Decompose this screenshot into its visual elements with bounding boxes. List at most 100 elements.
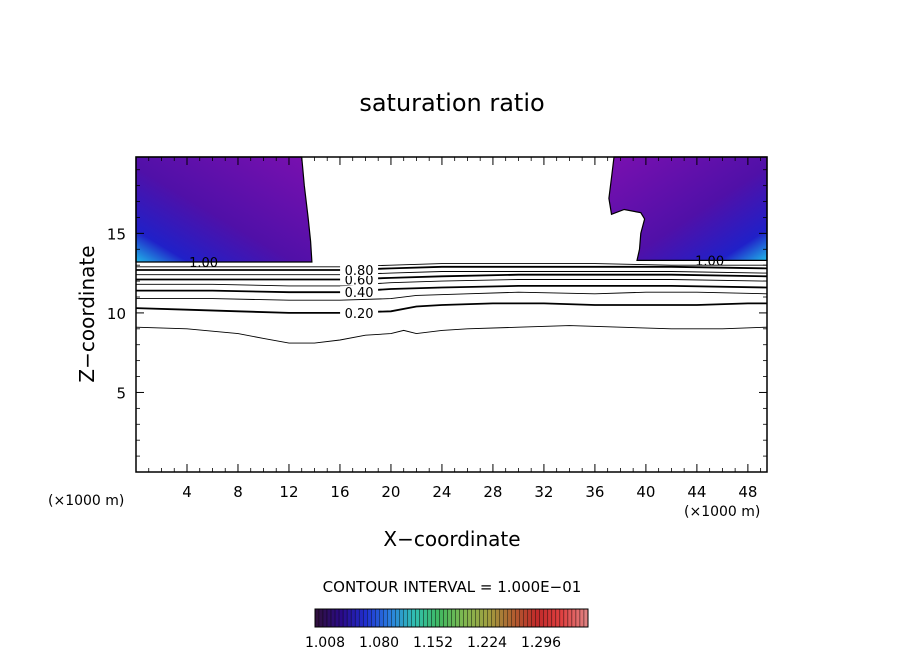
x-tick-label: 8	[233, 483, 243, 501]
colorbar-cell	[423, 608, 428, 628]
colorbar-cell	[567, 608, 573, 628]
colorbar-cell	[314, 608, 320, 628]
colorbar-cell	[499, 608, 504, 628]
y-tick-label: 5	[116, 384, 126, 402]
colorbar-cell	[367, 608, 372, 628]
colorbar-cell	[475, 608, 480, 628]
colorbar-cell	[527, 608, 532, 628]
colorbar-cell	[443, 608, 448, 628]
colorbar-cell	[531, 608, 536, 628]
colorbar-cell	[415, 608, 420, 628]
colorbar-cell	[515, 608, 520, 628]
x-axis-title: X−coordinate	[383, 527, 520, 551]
contour-line	[135, 302, 767, 314]
colorbar-cell	[555, 608, 561, 628]
colorbar-cell	[407, 608, 412, 628]
contour-label: 0.40	[345, 286, 374, 301]
contour-line	[135, 325, 768, 344]
colorbar-cell	[523, 608, 528, 628]
colorbar-tick-label: 1.224	[467, 635, 507, 651]
y-tick-label: 15	[107, 225, 126, 243]
contour-label-bg	[340, 263, 379, 276]
colorbar-cell	[383, 608, 388, 628]
x-tick-label: 20	[381, 483, 400, 501]
colorbar-cell	[330, 608, 336, 628]
colorbar-cell	[495, 608, 500, 628]
x-tick-label: 48	[738, 483, 757, 501]
colorbar-cell	[483, 608, 488, 628]
colorbar-cell	[471, 608, 476, 628]
colorbar-cell	[379, 608, 384, 628]
colorbar-cell	[455, 608, 460, 628]
y-axis-title: Z−coordinate	[75, 245, 99, 382]
colorbar-cell	[563, 608, 569, 628]
colorbar-cell	[419, 608, 424, 628]
colorbar-cell	[583, 608, 589, 628]
contour-label: 1.00	[189, 256, 218, 271]
colorbar-cell	[431, 608, 436, 628]
contour-label-bg	[340, 306, 379, 319]
colorbar-cell	[547, 608, 553, 628]
colorbar-cell	[338, 608, 344, 628]
x-tick-label: 16	[330, 483, 349, 501]
colorbar-tick-label: 1.296	[521, 635, 561, 651]
chart-title: saturation ratio	[359, 89, 544, 117]
colorbar-cell	[322, 608, 328, 628]
colorbar-cell	[579, 608, 585, 628]
colorbar-cell	[403, 608, 408, 628]
contour-label-bg	[340, 273, 379, 286]
colorbar-cell	[503, 608, 508, 628]
colorbar-cell	[519, 608, 524, 628]
contour-interval-label: CONTOUR INTERVAL = 1.000E−01	[323, 578, 582, 596]
colorbar-cell	[363, 608, 368, 628]
colorbar-cell	[387, 608, 392, 628]
colorbar-cell	[447, 608, 452, 628]
colorbar-cell	[487, 608, 492, 628]
plot-frame	[135, 156, 768, 473]
x-unit-right: (×1000 m)	[684, 504, 760, 520]
contour-labels: 0.20 0.400.600.80 1.00 1.00	[189, 254, 724, 322]
x-tick-label: 12	[279, 483, 298, 501]
colorbar-cell	[346, 608, 352, 628]
colorbar-cell	[463, 608, 468, 628]
colorbar-cell	[358, 608, 364, 628]
colorbar-cell	[334, 608, 340, 628]
x-tick-label: 28	[483, 483, 502, 501]
colorbar-cell	[451, 608, 456, 628]
colorbar-cell	[435, 608, 440, 628]
x-tick-label: 36	[585, 483, 604, 501]
contour-label: 0.20	[345, 307, 374, 322]
colorbar-cell	[479, 608, 484, 628]
colorbar-ticks: 1.008 1.080 1.152 1.224 1.296	[305, 635, 561, 651]
x-tick-label: 32	[534, 483, 553, 501]
colorbar-cell	[427, 608, 432, 628]
x-axis: 4 8 12 16 20 24 28 32 36 40 44 48	[148, 157, 762, 501]
colorbar-cell	[571, 608, 577, 628]
colorbar-cell	[511, 608, 516, 628]
colorbar-cell	[318, 608, 324, 628]
contour-line	[136, 279, 768, 287]
contour-label: 0.60	[345, 274, 374, 289]
colorbar-cell	[399, 608, 404, 628]
colorbar-cell	[391, 608, 396, 628]
contour-lines	[135, 263, 768, 344]
colorbar	[314, 608, 589, 628]
colorbar-cell	[539, 608, 545, 628]
colorbar-cell	[459, 608, 464, 628]
x-tick-label: 40	[636, 483, 655, 501]
colorbar-cell	[551, 608, 557, 628]
x-tick-label: 24	[432, 483, 451, 501]
region-left	[135, 156, 313, 263]
x-unit-left: (×1000 m)	[48, 493, 124, 509]
colorbar-cell	[491, 608, 496, 628]
colorbar-cell	[342, 608, 348, 628]
x-tick-label: 44	[687, 483, 706, 501]
contour-line	[136, 291, 768, 301]
contour-line	[136, 265, 768, 271]
contour-label: 1.00	[695, 254, 724, 269]
colorbar-cell	[375, 608, 380, 628]
colorbar-cell	[326, 608, 332, 628]
y-axis: 5 10 15	[107, 169, 767, 457]
colorbar-tick-label: 1.080	[359, 635, 399, 651]
